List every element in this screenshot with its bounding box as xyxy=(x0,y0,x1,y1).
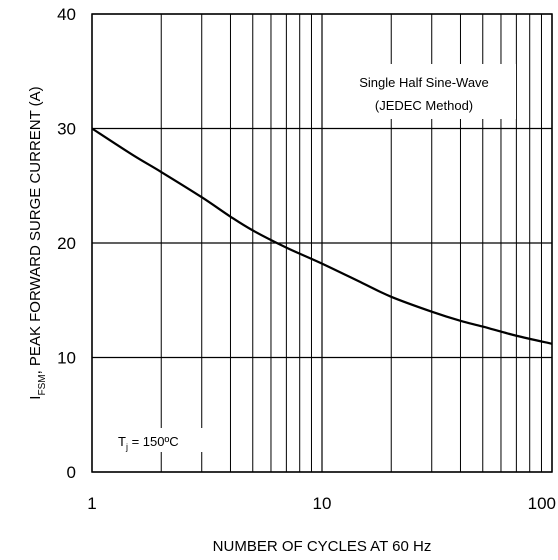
temp-value: = 150ºC xyxy=(128,434,179,449)
y-axis-title: IFSM, PEAK FORWARD SURGE CURRENT (A) xyxy=(27,86,48,399)
y-tick-label: 40 xyxy=(57,5,76,24)
x-tick-label: 1 xyxy=(87,494,96,513)
y-axis-symbol: I xyxy=(27,396,44,400)
y-tick-label: 0 xyxy=(67,463,76,482)
temp-annotation-backing xyxy=(114,428,206,452)
temp-subscript: j xyxy=(125,442,128,452)
x-axis-title: NUMBER OF CYCLES AT 60 Hz xyxy=(213,538,432,555)
y-tick-labels: 0 10 20 30 40 xyxy=(57,5,76,482)
temp-annotation: Tj = 150ºC xyxy=(118,434,179,452)
x-tick-label: 10 xyxy=(313,494,332,513)
y-tick-label: 30 xyxy=(57,120,76,139)
plot-frame xyxy=(91,13,553,473)
y-axis-text: , PEAK FORWARD SURGE CURRENT (A) xyxy=(27,86,44,374)
method-annotation-backing xyxy=(332,64,516,119)
y-tick-label: 10 xyxy=(57,349,76,368)
y-axis-subscript: FSM xyxy=(37,374,48,395)
y-tick-label: 20 xyxy=(57,234,76,253)
temp-symbol: T xyxy=(118,434,126,449)
x-tick-label: 100 xyxy=(528,494,556,513)
method-line-1: Single Half Sine-Wave xyxy=(359,75,489,90)
method-line-2: (JEDEC Method) xyxy=(375,98,473,113)
surge-current-curve xyxy=(91,127,553,345)
x-tick-labels: 1 10 100 xyxy=(87,494,556,513)
